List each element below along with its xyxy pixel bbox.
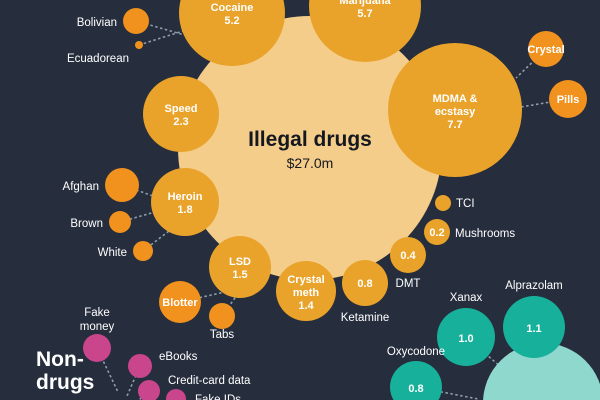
illegal-drugs-hub-title: Illegal drugs — [248, 128, 372, 151]
satellite-bubble-white-label: White — [98, 247, 127, 259]
bubble-mushrooms-label: Mushrooms — [455, 228, 515, 240]
bubble-mdma-ecstasy-label: MDMA & — [433, 93, 478, 105]
bubble-tci-label: TCI — [456, 198, 475, 210]
satellite-bubble-afghan-label: Afghan — [63, 181, 99, 193]
bubble-crystal-meth-label: meth — [293, 287, 320, 299]
illegal-drugs-hub-bubble — [178, 16, 442, 280]
satellite-bubble-crystal[interactable] — [528, 31, 564, 67]
bubble-crystal-meth-value: 1.4 — [298, 300, 314, 312]
hub-layer — [178, 16, 600, 400]
bubble-fake-ids-label: Fake IDs — [195, 394, 241, 400]
bubble-ebooks[interactable] — [128, 354, 152, 378]
bubble-lsd[interactable] — [209, 236, 271, 298]
bubble-tci[interactable] — [435, 195, 451, 211]
bubble-mdma-ecstasy[interactable] — [388, 43, 522, 177]
satellite-bubble-ecuadorean-label: Ecuadorean — [67, 53, 129, 65]
group-label-non-drugs: Non- — [36, 348, 84, 371]
bubble-heroin[interactable] — [151, 168, 219, 236]
bubble-marijuana-value: 5.7 — [357, 8, 372, 20]
satellite-bubble-blotter-label: Blotter — [162, 297, 198, 309]
bubble-cocaine[interactable] — [179, 0, 285, 66]
pharmaceuticals-hub-bubble — [483, 343, 600, 400]
bubble-alprazolam-value: 1.1 — [526, 323, 541, 335]
satellite-bubble-tabs[interactable] — [209, 303, 235, 329]
satellite-bubble-afghan[interactable] — [105, 168, 139, 202]
satellite-bubble-white[interactable] — [133, 241, 153, 261]
satellite-bubble-tabs-connector — [221, 294, 238, 317]
bubble-alprazolam[interactable] — [503, 296, 565, 358]
illegal-drugs-hub-total: $27.0m — [287, 155, 334, 171]
satellite-bubble-bolivian-label: Bolivian — [77, 17, 117, 29]
satellite-bubble-tabs-label: Tabs — [210, 329, 235, 341]
bubble-xanax-value: 1.0 — [458, 333, 473, 345]
bubble-crystal-meth[interactable] — [276, 261, 336, 321]
bubble-xanax-label: Xanax — [450, 292, 483, 304]
bubble-ketamine-value: 0.8 — [357, 278, 372, 290]
bubble-mdma-ecstasy-label: ecstasy — [435, 106, 476, 118]
bubble-mushrooms-value: 0.2 — [429, 227, 444, 239]
bubble-cocaine-label: Cocaine — [211, 2, 254, 14]
bubble-fake-ids[interactable] — [166, 389, 186, 400]
bubble-fake-money[interactable] — [83, 334, 111, 362]
bubble-cocaine-value: 5.2 — [224, 15, 239, 27]
bubble-fake-money-connector — [96, 347, 119, 393]
bubble-oxycodone-label: Oxycodone — [387, 346, 445, 358]
bubble-crystal-meth-label: Crystal — [287, 274, 324, 286]
bubble-lsd-label: LSD — [229, 256, 251, 268]
bubble-ketamine[interactable] — [342, 260, 388, 306]
bubble-speed[interactable] — [143, 76, 219, 152]
satellite-bubble-ecuadorean-connector — [138, 29, 187, 46]
bubble-speed-value: 2.3 — [173, 116, 188, 128]
bubble-mdma-ecstasy-value: 7.7 — [447, 119, 462, 131]
satellite-bubble-ecuadorean[interactable] — [135, 41, 143, 49]
satellite-bubble-pills-label: Pills — [557, 94, 580, 106]
bubble-ebooks-label: eBooks — [159, 351, 198, 363]
bubble-marijuana[interactable] — [309, 0, 421, 62]
satellite-bubble-bolivian[interactable] — [123, 8, 149, 34]
bubble-heroin-label: Heroin — [168, 191, 203, 203]
bubble-fake-money-label: money — [80, 321, 115, 333]
bubble-dmt[interactable] — [390, 237, 426, 273]
satellite-bubble-crystal-label: Crystal — [527, 44, 564, 56]
satellite-bubble-blotter[interactable] — [159, 281, 201, 323]
satellite-bubble-brown-label: Brown — [70, 218, 103, 230]
satellite-bubble-pills[interactable] — [549, 80, 587, 118]
group-label-non-drugs: drugs — [36, 371, 94, 394]
bubble-speed-label: Speed — [164, 103, 197, 115]
bubble-heroin-value: 1.8 — [177, 204, 192, 216]
bubble-dmt-label: DMT — [396, 278, 421, 290]
bubble-ketamine-label: Ketamine — [341, 312, 390, 324]
bubble-credit-card-data[interactable] — [138, 380, 160, 400]
bubble-mushrooms[interactable] — [424, 219, 450, 245]
bubble-oxycodone[interactable] — [390, 361, 442, 400]
satellite-bubble-bolivian-connector — [135, 20, 189, 37]
bubble-alprazolam-label: Alprazolam — [505, 280, 563, 292]
satellite-bubble-brown[interactable] — [109, 211, 131, 233]
bubble-oxycodone-value: 0.8 — [408, 383, 423, 395]
bubble-dmt-value: 0.4 — [400, 250, 416, 262]
bubble-layer — [83, 0, 587, 400]
bubble-credit-card-data-label: Credit-card data — [168, 375, 251, 387]
bubble-marijuana-label: Marijuana — [339, 0, 391, 7]
bubble-lsd-value: 1.5 — [232, 269, 247, 281]
bubble-fake-money-label: Fake — [84, 307, 110, 319]
bubble-xanax[interactable] — [437, 308, 495, 366]
